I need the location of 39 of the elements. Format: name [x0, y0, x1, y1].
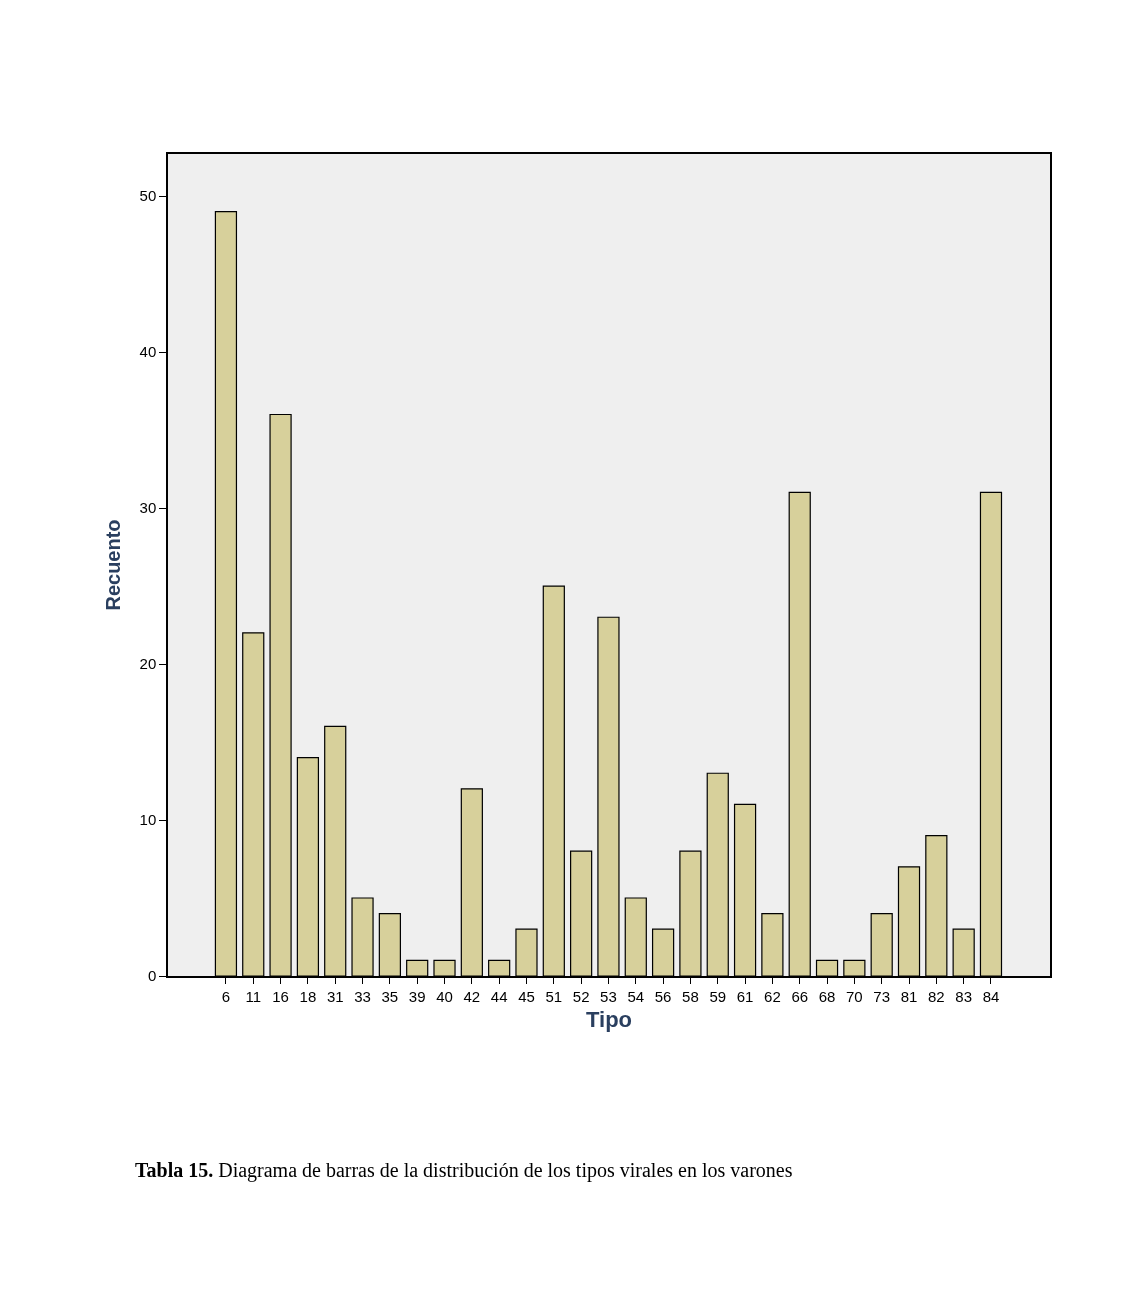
x-tick-label: 45: [518, 987, 535, 1005]
y-axis-title: Recuento: [101, 519, 124, 611]
x-tick-label: 42: [463, 987, 481, 1005]
y-tick-label: 0: [147, 967, 157, 985]
x-tick-label: 16: [272, 987, 289, 1005]
text: Tabla 15.: [135, 1159, 214, 1181]
x-tick-label: 68: [818, 987, 836, 1005]
x-tick-label: 59: [709, 987, 727, 1005]
text: Diagrama de barras de la distribución de los tipos virales en los varones: [218, 1159, 793, 1181]
y-tick-label: 40: [139, 343, 157, 361]
x-tick-label: 18: [299, 987, 317, 1005]
x-tick-label: 40: [436, 987, 453, 1005]
x-tick-label: 62: [764, 987, 781, 1005]
x-tick-label: 58: [682, 987, 699, 1005]
y-tick-label: 10: [139, 811, 157, 829]
x-axis-title: Tipo: [585, 1007, 633, 1033]
x-tick-label: 44: [490, 987, 508, 1005]
x-tick-label: 83: [955, 987, 972, 1005]
x-tick-label: 31: [326, 987, 344, 1005]
x-tick-label: 84: [982, 987, 1000, 1005]
x-tick-label: 33: [354, 987, 371, 1005]
x-tick-label: 51: [545, 987, 563, 1005]
y-tick-label: 30: [139, 499, 157, 517]
x-tick-label: 53: [600, 987, 617, 1005]
x-tick-label: 56: [654, 987, 672, 1005]
x-tick-label: 54: [627, 987, 645, 1005]
x-tick-label: 6: [221, 987, 231, 1005]
x-tick-label: 61: [736, 987, 754, 1005]
y-tick-label: 20: [139, 655, 157, 673]
x-tick-label: 39: [408, 987, 426, 1005]
x-tick-label: 52: [572, 987, 590, 1005]
y-tick-label: 50: [139, 187, 157, 205]
x-tick-label: 81: [900, 987, 918, 1005]
x-tick-label: 70: [846, 987, 863, 1005]
x-tick-label: 82: [927, 987, 945, 1005]
x-tick-label: 73: [873, 987, 891, 1005]
x-tick-label: 66: [791, 987, 809, 1005]
x-tick-label: 35: [381, 987, 399, 1005]
x-tick-label: 11: [245, 987, 262, 1005]
